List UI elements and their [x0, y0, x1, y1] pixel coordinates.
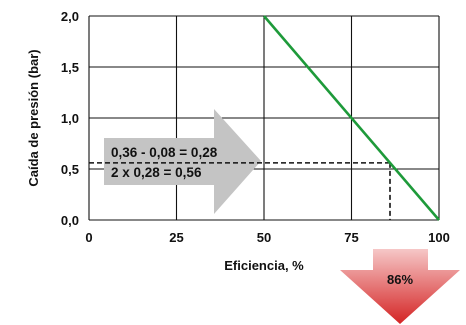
tick-labels: 0 25 50 75 100 0,0 0,5 1,0 1,5 2,0	[61, 9, 450, 245]
y-tick-label-3: 1,5	[61, 60, 79, 75]
y-tick-label-2: 1,0	[61, 111, 79, 126]
result-arrow	[340, 249, 460, 324]
x-axis-title: Eficiencia, %	[224, 258, 304, 273]
result-label: 86%	[387, 272, 413, 287]
grid	[88, 15, 440, 221]
y-tick-label-4: 2,0	[61, 9, 79, 24]
x-tick-label-2: 50	[257, 230, 271, 245]
callout-line-2: 2 x 0,28 = 0,56	[111, 165, 202, 180]
y-tick-label-1: 0,5	[61, 162, 79, 177]
x-tick-label-1: 25	[169, 230, 183, 245]
x-tick-label-0: 0	[85, 230, 92, 245]
callout-line-1: 0,36 - 0,08 = 0,28	[111, 145, 218, 160]
x-tick-label-3: 75	[344, 230, 358, 245]
x-tick-label-4: 100	[428, 230, 450, 245]
y-axis-title: Caída de presión (bar)	[26, 49, 41, 186]
callout-arrow	[104, 109, 261, 214]
series-line-0	[263, 15, 440, 221]
y-tick-label-0: 0,0	[61, 213, 79, 228]
series-layer	[263, 15, 440, 221]
